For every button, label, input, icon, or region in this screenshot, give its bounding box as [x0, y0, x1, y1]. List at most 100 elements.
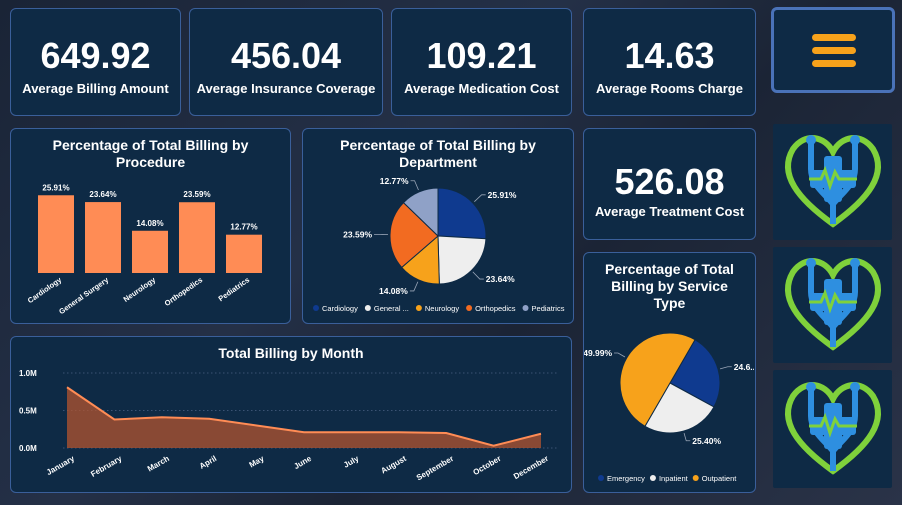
x-tick-label: May — [248, 454, 266, 470]
legend-swatch — [364, 305, 371, 311]
x-tick-label: April — [198, 454, 218, 471]
pie-leader-line — [409, 281, 419, 292]
kpi-value: 456.04 — [230, 35, 342, 76]
kpi-card-average-medication: 109.21 Average Medication Cost — [391, 8, 572, 116]
department-pie-chart: 25.91% 23.64% 14.08% 23.59% 12.77% Cardiology… — [313, 176, 565, 313]
service-slice-emergency — [669, 339, 721, 408]
bar-data-label: 14.08% — [136, 219, 163, 228]
y-tick-label: 1.0M — [19, 369, 37, 378]
pie-data-label: 23.59% — [343, 229, 372, 239]
kpi-value: 649.92 — [40, 35, 151, 76]
kpi-card-average-insurance: 456.04 Average Insurance Coverage — [189, 8, 383, 116]
legend-label: Neurology — [425, 304, 459, 313]
month-area-chart: 0.0M 0.5M 1.0M January February March April May… — [19, 369, 559, 482]
kpi-value: 109.21 — [426, 35, 537, 76]
kpi-label: Average Billing Amount — [22, 81, 169, 96]
bar-cardiology — [38, 195, 74, 273]
legend-label: Pediatrics — [532, 304, 565, 313]
bar-data-label: 12.77% — [230, 223, 257, 232]
pie-leader-line — [472, 271, 484, 280]
hamburger-menu-icon — [812, 34, 856, 67]
logo-tile — [773, 370, 892, 488]
procedure-bar-chart-panel: Percentage of Total Billing by Procedure… — [10, 128, 291, 324]
pie-leader-line — [719, 366, 732, 370]
y-tick-label: 0.0M — [19, 444, 37, 453]
legend-swatch — [692, 475, 699, 481]
chart-title: Percentage of Total Billing by Procedure — [52, 137, 249, 170]
pie-data-label: 23.64% — [486, 274, 515, 284]
chart-title: Percentage of Total Billing by Departmen… — [340, 137, 536, 170]
pie-leader-line — [410, 180, 419, 191]
pie-leader-line — [683, 432, 691, 442]
pie-leader-line — [474, 194, 486, 202]
x-tick-label: February — [89, 454, 124, 479]
logo-tile — [773, 247, 892, 363]
kpi-label: Average Treatment Cost — [594, 204, 745, 219]
kpi-label: Average Rooms Charge — [596, 81, 743, 96]
kpi-label: Average Medication Cost — [404, 81, 559, 96]
x-tick-label: January — [45, 454, 77, 477]
service-type-pie-chart-panel: Percentage of Total Billing by Service T… — [583, 252, 756, 493]
x-tick-label: December — [512, 454, 550, 481]
area-line — [66, 386, 542, 447]
legend-swatch — [649, 475, 656, 481]
dept-slice-pediatrics — [402, 187, 439, 238]
x-tick-label: March — [146, 454, 171, 474]
x-tick-label: General Surgery — [57, 275, 111, 316]
heart-stethoscope-medical-cross-icon — [785, 382, 881, 475]
legend-label: Orthopedics — [475, 304, 516, 313]
bar-pediatrics — [226, 234, 262, 273]
dept-slice-orthopedics — [389, 201, 439, 269]
bar-data-label: 23.64% — [89, 190, 116, 199]
logo-tile — [773, 124, 892, 240]
kpi-value: 526.08 — [614, 161, 725, 202]
x-tick-label: Cardiology — [26, 275, 64, 305]
x-tick-label: October — [472, 454, 503, 477]
procedure-bar-chart: 25.91% Cardiology 23.64% General Surgery 14.… — [26, 183, 262, 316]
legend-swatch — [466, 305, 473, 311]
bar-data-label: 23.59% — [183, 190, 210, 199]
dept-slice-general-surgery — [437, 235, 487, 285]
chart-title: Percentage of Total Billing by Service T… — [605, 261, 734, 311]
legend-label: Emergency — [607, 474, 645, 483]
service-slice-outpatient — [619, 332, 696, 427]
legend-label: Outpatient — [702, 474, 738, 483]
kpi-value: 14.63 — [624, 35, 715, 76]
menu-button[interactable] — [771, 7, 895, 93]
x-tick-label: Neurology — [122, 275, 158, 304]
service-slice-inpatient — [644, 382, 715, 434]
pie-data-label: 12.77% — [380, 176, 409, 186]
kpi-card-average-billing: 649.92 Average Billing Amount — [10, 8, 181, 116]
legend-label: Cardiology — [322, 304, 358, 313]
legend-swatch — [598, 475, 604, 481]
pie-leader-line — [614, 352, 626, 358]
x-tick-label: July — [342, 454, 361, 470]
kpi-card-average-rooms: 14.63 Average Rooms Charge — [583, 8, 756, 116]
x-tick-label: Orthopedics — [163, 275, 204, 308]
month-area-chart-panel: Total Billing by Month 0.0M 0.5M 1.0M Janua… — [10, 336, 572, 493]
y-tick-label: 0.5M — [19, 407, 37, 416]
heart-stethoscope-medical-cross-icon — [785, 135, 881, 228]
x-tick-label: June — [292, 454, 313, 471]
pie-data-label: 49.99% — [584, 348, 612, 358]
bar-orthopedics — [179, 202, 215, 273]
heart-stethoscope-medical-cross-icon — [785, 258, 881, 351]
legend-label: Inpatient — [659, 474, 689, 483]
pie-data-label: 24.6... — [734, 362, 754, 372]
kpi-card-average-treatment: 526.08 Average Treatment Cost — [583, 128, 756, 240]
legend-swatch — [522, 305, 529, 311]
x-tick-label: September — [415, 454, 455, 482]
kpi-label: Average Insurance Coverage — [196, 81, 376, 96]
bar-data-label: 25.91% — [42, 183, 69, 192]
bar-neurology — [132, 230, 168, 273]
legend-label: General ... — [374, 304, 409, 313]
chart-title: Total Billing by Month — [218, 345, 364, 361]
pie-data-label: 25.91% — [488, 190, 517, 200]
x-tick-label: Pediatrics — [217, 275, 252, 303]
bar-general-surgery — [85, 202, 121, 273]
x-tick-label: August — [379, 454, 408, 476]
service-type-pie-chart: 24.6... 25.40% 49.99% Emergency Inpatient Out… — [584, 332, 754, 483]
legend-swatch — [415, 305, 422, 311]
pie-data-label: 25.40% — [692, 436, 721, 446]
legend-swatch — [313, 305, 319, 311]
